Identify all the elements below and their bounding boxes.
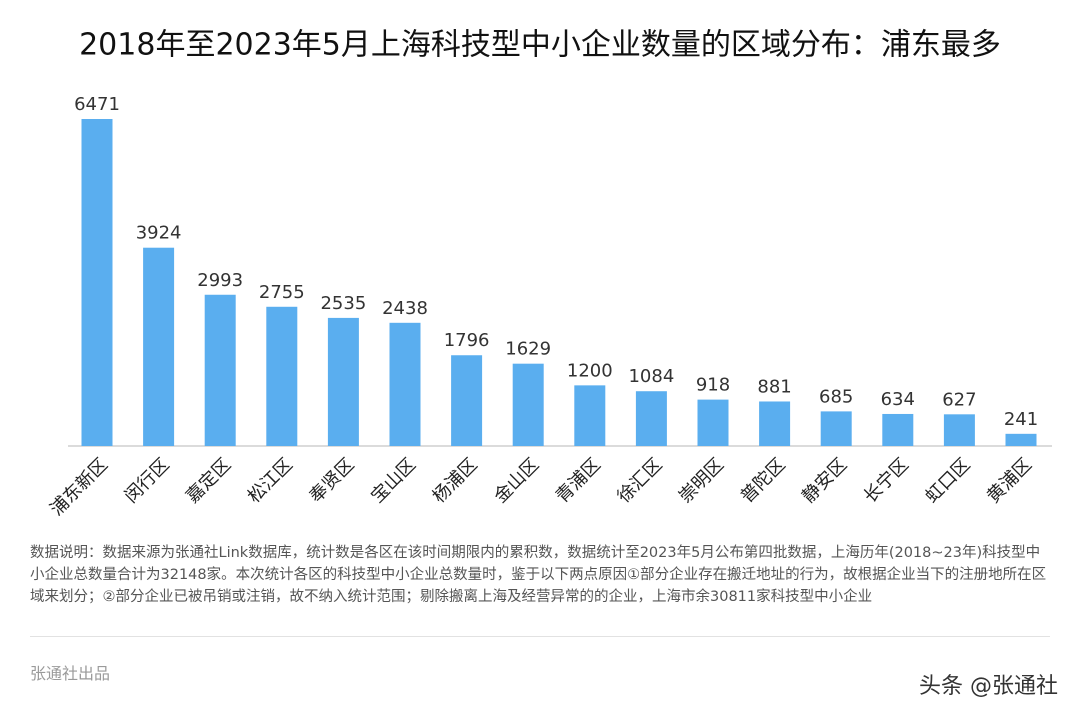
- x-tick-label: 崇明区: [675, 454, 728, 507]
- x-tick-label: 长宁区: [860, 454, 913, 507]
- bar: [759, 401, 791, 446]
- bar: [143, 247, 175, 446]
- value-label: 1629: [505, 339, 551, 360]
- bar: [81, 119, 113, 446]
- bar: [882, 413, 914, 446]
- chart: 2018年至2023年5月上海科技型中小企业数量的区域分布：浦东最多 6471 浦…: [46, 28, 1052, 520]
- x-tick-label: 徐汇区: [613, 454, 666, 507]
- x-tick-label: 杨浦区: [429, 454, 482, 507]
- value-label: 3924: [136, 223, 182, 244]
- value-label: 1084: [628, 366, 674, 387]
- bar: [204, 294, 236, 446]
- chart-title: 2018年至2023年5月上海科技型中小企业数量的区域分布：浦东最多: [79, 28, 1001, 63]
- bar: [943, 414, 975, 446]
- bar: [451, 355, 483, 446]
- bar: [266, 306, 298, 446]
- source: 张通社出品: [30, 664, 111, 683]
- value-label: 6471: [74, 94, 120, 115]
- value-label: 881: [757, 376, 791, 397]
- bar: [820, 411, 852, 446]
- bar: [1005, 433, 1037, 446]
- x-tick-label: 金山区: [490, 454, 543, 507]
- x-tick-label: 普陀区: [737, 454, 790, 507]
- bar: [327, 317, 359, 446]
- x-tick-label: 静安区: [798, 454, 851, 507]
- value-label: 634: [881, 389, 915, 410]
- value-label: 2993: [197, 270, 243, 291]
- value-label: 2438: [382, 298, 428, 319]
- bar: [697, 399, 729, 446]
- value-label: 1200: [567, 360, 613, 381]
- value-label: 918: [696, 375, 730, 396]
- x-tick-label: 奉贤区: [305, 454, 358, 507]
- x-tick-label: 宝山区: [367, 454, 420, 507]
- bar: [574, 385, 606, 446]
- separator: [30, 636, 1050, 637]
- x-tick-label: 浦东新区: [46, 454, 112, 520]
- value-label: 2755: [259, 282, 305, 303]
- watermark: 头条 @张通社: [919, 674, 1058, 699]
- value-label: 2535: [320, 293, 366, 314]
- bar: [512, 363, 544, 446]
- x-tick-label: 松江区: [244, 454, 297, 507]
- bar: [389, 322, 421, 446]
- value-label: 1796: [444, 330, 490, 351]
- value-label: 685: [819, 386, 853, 407]
- x-tick-label: 闵行区: [121, 454, 174, 507]
- value-label: 627: [942, 389, 976, 410]
- x-tick-label: 黄浦区: [983, 454, 1036, 507]
- note: 数据说明：数据来源为张通社Link数据库，统计数是各区在该时间期限内的累积数，数…: [30, 545, 1047, 605]
- x-tick-label: 虹口区: [921, 454, 974, 507]
- bar: [635, 391, 667, 446]
- value-label: 241: [1004, 409, 1038, 430]
- x-tick-label: 嘉定区: [182, 454, 235, 507]
- x-tick-label: 青浦区: [552, 454, 605, 507]
